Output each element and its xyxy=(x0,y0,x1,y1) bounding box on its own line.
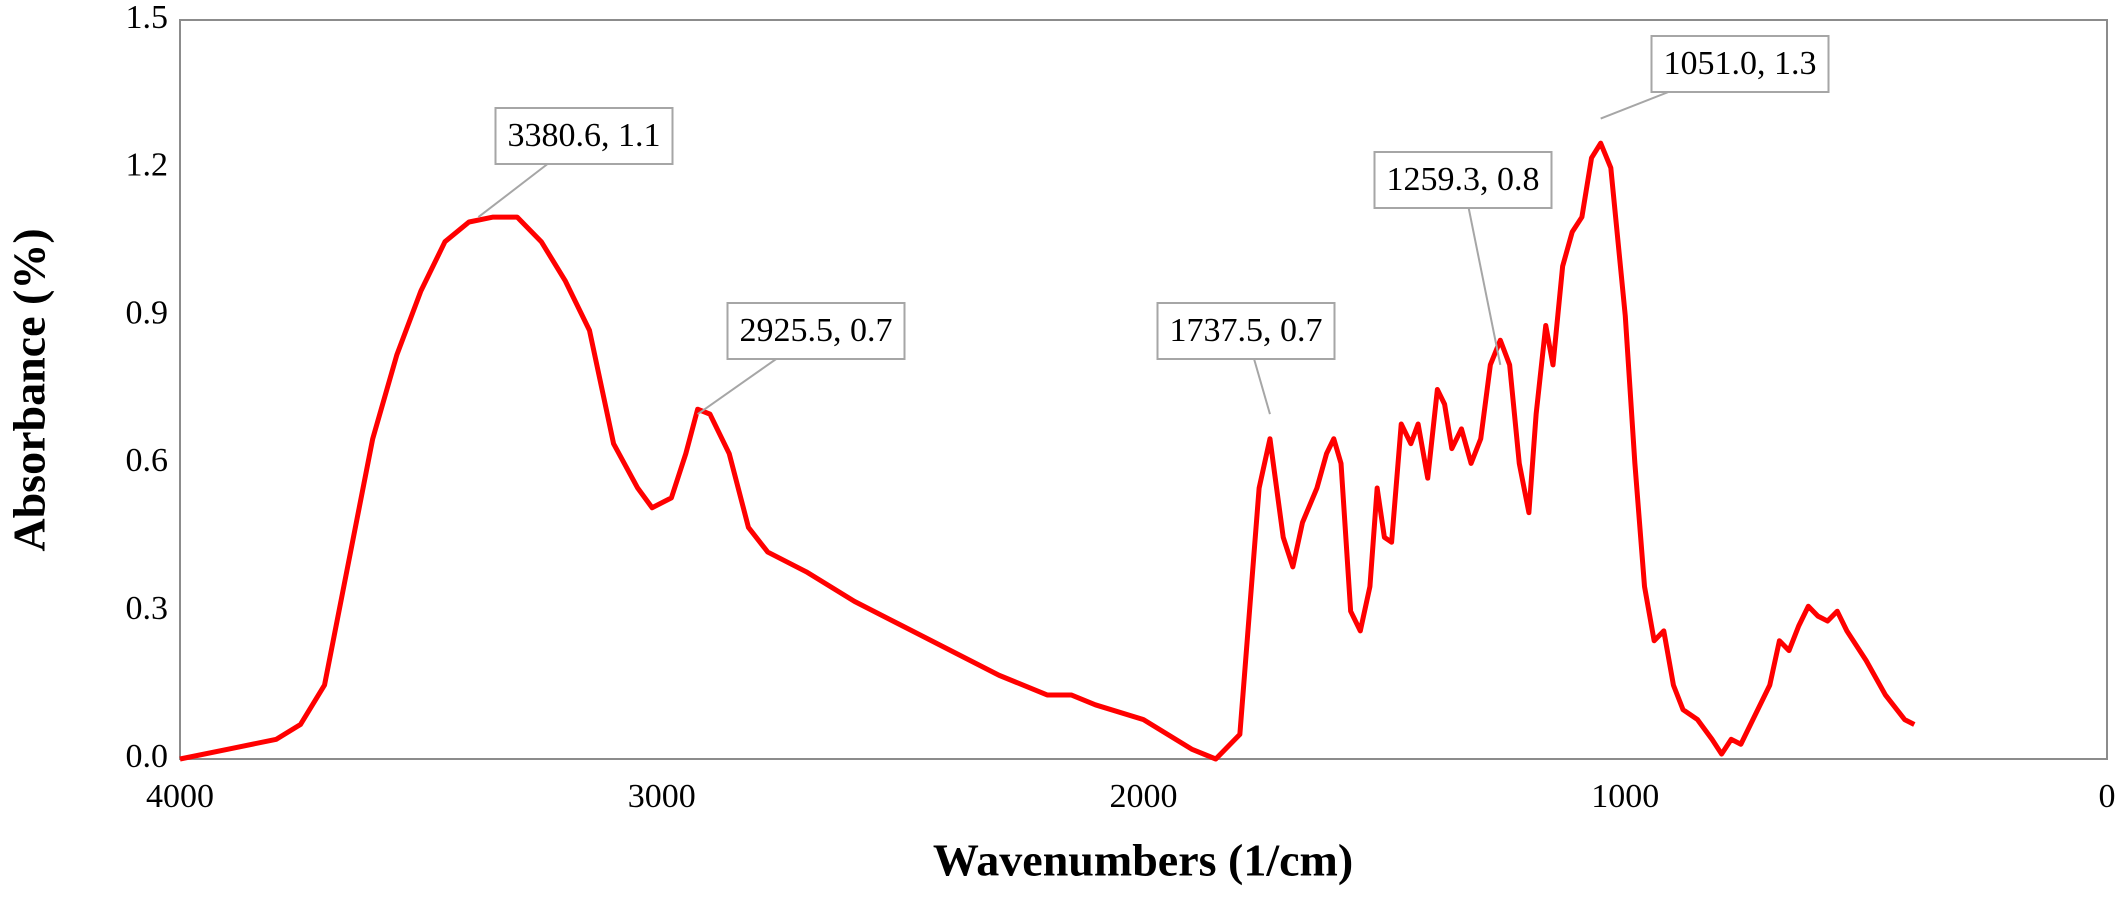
callout-box xyxy=(494,107,674,165)
spectrum-line xyxy=(179,140,1916,762)
callout-box xyxy=(1373,151,1553,209)
callout-label: 1259.3, 0.8 xyxy=(1387,161,1540,198)
y-tick-label: 0.3 xyxy=(126,590,169,627)
callout-leader xyxy=(1467,207,1502,366)
x-axis-title: Wavenumbers (1/cm) xyxy=(933,835,1353,886)
callout-leader xyxy=(477,163,549,218)
y-tick-label: 0.6 xyxy=(126,442,169,479)
callout-leader xyxy=(697,358,777,415)
callout-label: 3380.6, 1.1 xyxy=(508,117,661,154)
y-tick-label: 1.5 xyxy=(126,0,169,36)
y-tick-label: 0.0 xyxy=(126,738,169,775)
x-tick-label: 1000 xyxy=(1591,778,1659,815)
y-axis-title: Absorbance (%) xyxy=(4,228,55,551)
callout-box xyxy=(726,302,906,360)
x-tick-label: 2000 xyxy=(1110,778,1178,815)
y-tick-label: 1.2 xyxy=(126,147,169,184)
callout-label: 2925.5, 0.7 xyxy=(740,312,893,349)
callout-leader xyxy=(1600,91,1669,120)
plot-frame xyxy=(179,19,2108,760)
callout-label: 1051.0, 1.3 xyxy=(1664,45,1817,82)
callout-box xyxy=(1650,35,1830,93)
x-tick-label: 0 xyxy=(2099,778,2116,815)
callout-box xyxy=(1156,302,1336,360)
x-tick-label: 4000 xyxy=(146,778,214,815)
x-tick-label: 3000 xyxy=(628,778,696,815)
y-tick-label: 0.9 xyxy=(126,294,169,331)
callout-leader xyxy=(1253,358,1271,415)
callout-label: 1737.5, 0.7 xyxy=(1170,312,1323,349)
